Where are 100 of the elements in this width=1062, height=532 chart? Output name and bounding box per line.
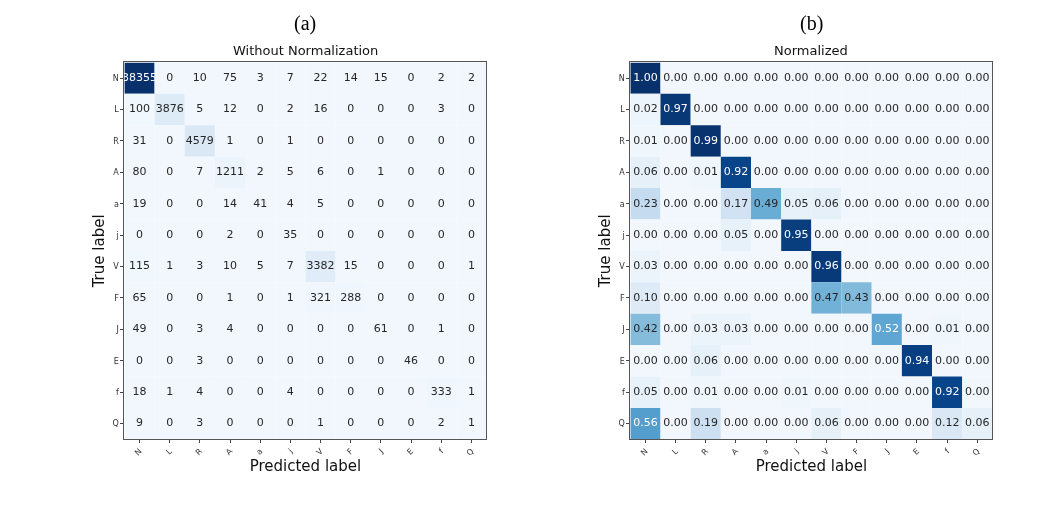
data-label: 1 xyxy=(467,259,475,273)
data-label: 115 xyxy=(128,259,150,273)
data-label: 0.00 xyxy=(844,196,869,210)
x-tick-label: f xyxy=(437,446,446,456)
x-tick-label: f xyxy=(943,446,952,456)
data-label: 0 xyxy=(317,322,325,336)
data-label: 0 xyxy=(166,70,174,84)
data-label: 0 xyxy=(407,70,415,84)
data-label: 2 xyxy=(437,416,445,430)
data-label: 7 xyxy=(286,70,294,84)
data-label: 0.00 xyxy=(663,196,688,210)
data-label: 0 xyxy=(407,196,415,210)
y-tick-label: V xyxy=(619,262,626,272)
data-label: 0.00 xyxy=(904,384,930,398)
data-label: 0.00 xyxy=(874,416,900,430)
x-tick-label: V xyxy=(314,446,326,458)
data-label: 0.05 xyxy=(723,227,749,241)
data-label: 2 xyxy=(226,227,234,241)
data-label: 0.00 xyxy=(934,196,960,210)
data-label: 0.00 xyxy=(753,290,779,304)
data-label: 46 xyxy=(404,353,419,367)
data-label: 0.03 xyxy=(693,322,718,336)
data-label: 3 xyxy=(196,416,204,430)
data-label: 0 xyxy=(286,322,294,336)
data-label: 1 xyxy=(467,384,475,398)
data-label: 0.00 xyxy=(784,70,809,84)
data-label: 0 xyxy=(256,133,264,147)
data-label: 0 xyxy=(467,353,475,367)
data-label: 5 xyxy=(317,196,325,210)
data-label: 2 xyxy=(437,70,445,84)
data-label: 0.06 xyxy=(814,416,839,430)
data-label: 0.00 xyxy=(874,102,900,116)
data-label: 0 xyxy=(407,133,415,147)
data-label: 0.56 xyxy=(633,416,658,430)
data-label: 14 xyxy=(223,196,238,210)
data-label: 5 xyxy=(256,259,264,273)
y-tick-label: R xyxy=(619,136,626,146)
data-label: 2 xyxy=(286,102,294,116)
data-label: 2 xyxy=(256,165,264,179)
data-label: 0 xyxy=(407,259,415,273)
data-label: 0.00 xyxy=(663,259,688,273)
data-label: 0.00 xyxy=(784,133,809,147)
data-label: 3382 xyxy=(306,259,335,273)
data-label: 18 xyxy=(132,384,147,398)
text: (a) xyxy=(294,12,317,35)
y-axis-title: True label xyxy=(89,214,108,289)
data-label: 0.00 xyxy=(784,322,809,336)
data-label: 0.00 xyxy=(753,353,779,367)
data-label: 1 xyxy=(317,416,325,430)
data-label: 0.00 xyxy=(723,353,749,367)
data-label: 0 xyxy=(407,102,415,116)
data-label: 0 xyxy=(166,227,174,241)
data-label: 4 xyxy=(286,196,294,210)
x-tick-label: j xyxy=(791,446,801,456)
data-label: 0 xyxy=(317,133,325,147)
data-label: 10 xyxy=(223,259,238,273)
data-label: 0 xyxy=(377,416,385,430)
data-label: 0.00 xyxy=(663,416,688,430)
data-label: 0.00 xyxy=(784,165,809,179)
data-label: 0 xyxy=(467,196,475,210)
data-label: 1 xyxy=(437,322,445,336)
x-tick-label: L xyxy=(164,446,175,457)
data-label: 41 xyxy=(253,196,268,210)
data-label: 0 xyxy=(377,133,385,147)
x-tick-label: j xyxy=(285,446,295,456)
x-axis-title: Predicted label xyxy=(249,457,362,476)
data-label: 0.12 xyxy=(934,416,960,430)
data-label: 15 xyxy=(373,70,388,84)
data-label: 0.00 xyxy=(904,227,930,241)
data-label: 0.00 xyxy=(934,290,960,304)
data-label: 1 xyxy=(226,133,234,147)
data-label: 0.00 xyxy=(965,322,990,336)
data-label: 3 xyxy=(437,102,445,116)
data-label: 0 xyxy=(166,165,174,179)
data-label: 0.06 xyxy=(965,416,990,430)
data-label: 0.00 xyxy=(663,290,688,304)
data-label: 80 xyxy=(132,165,147,179)
y-tick-label: Q xyxy=(112,419,119,429)
data-label: 0.01 xyxy=(693,165,718,179)
data-label: 0.00 xyxy=(753,259,779,273)
data-label: 5 xyxy=(196,102,204,116)
x-tick-label: V xyxy=(820,446,832,458)
data-label: 0.00 xyxy=(633,353,658,367)
data-label: 49 xyxy=(132,322,147,336)
data-label: 0.01 xyxy=(633,133,658,147)
data-label: 0 xyxy=(377,196,385,210)
data-label: 0 xyxy=(467,133,475,147)
data-label: 0 xyxy=(256,102,264,116)
data-label: 15 xyxy=(343,259,358,273)
data-label: 0.00 xyxy=(784,259,809,273)
data-label: 0 xyxy=(377,290,385,304)
data-label: 0.00 xyxy=(934,259,960,273)
data-label: 3 xyxy=(196,322,204,336)
data-label: 0.00 xyxy=(934,165,960,179)
data-label: 0.00 xyxy=(814,322,839,336)
data-label: 0 xyxy=(226,384,234,398)
data-label: 0 xyxy=(437,133,445,147)
data-label: 4 xyxy=(286,384,294,398)
data-label: 0 xyxy=(256,353,264,367)
x-tick-label: R xyxy=(193,446,205,458)
